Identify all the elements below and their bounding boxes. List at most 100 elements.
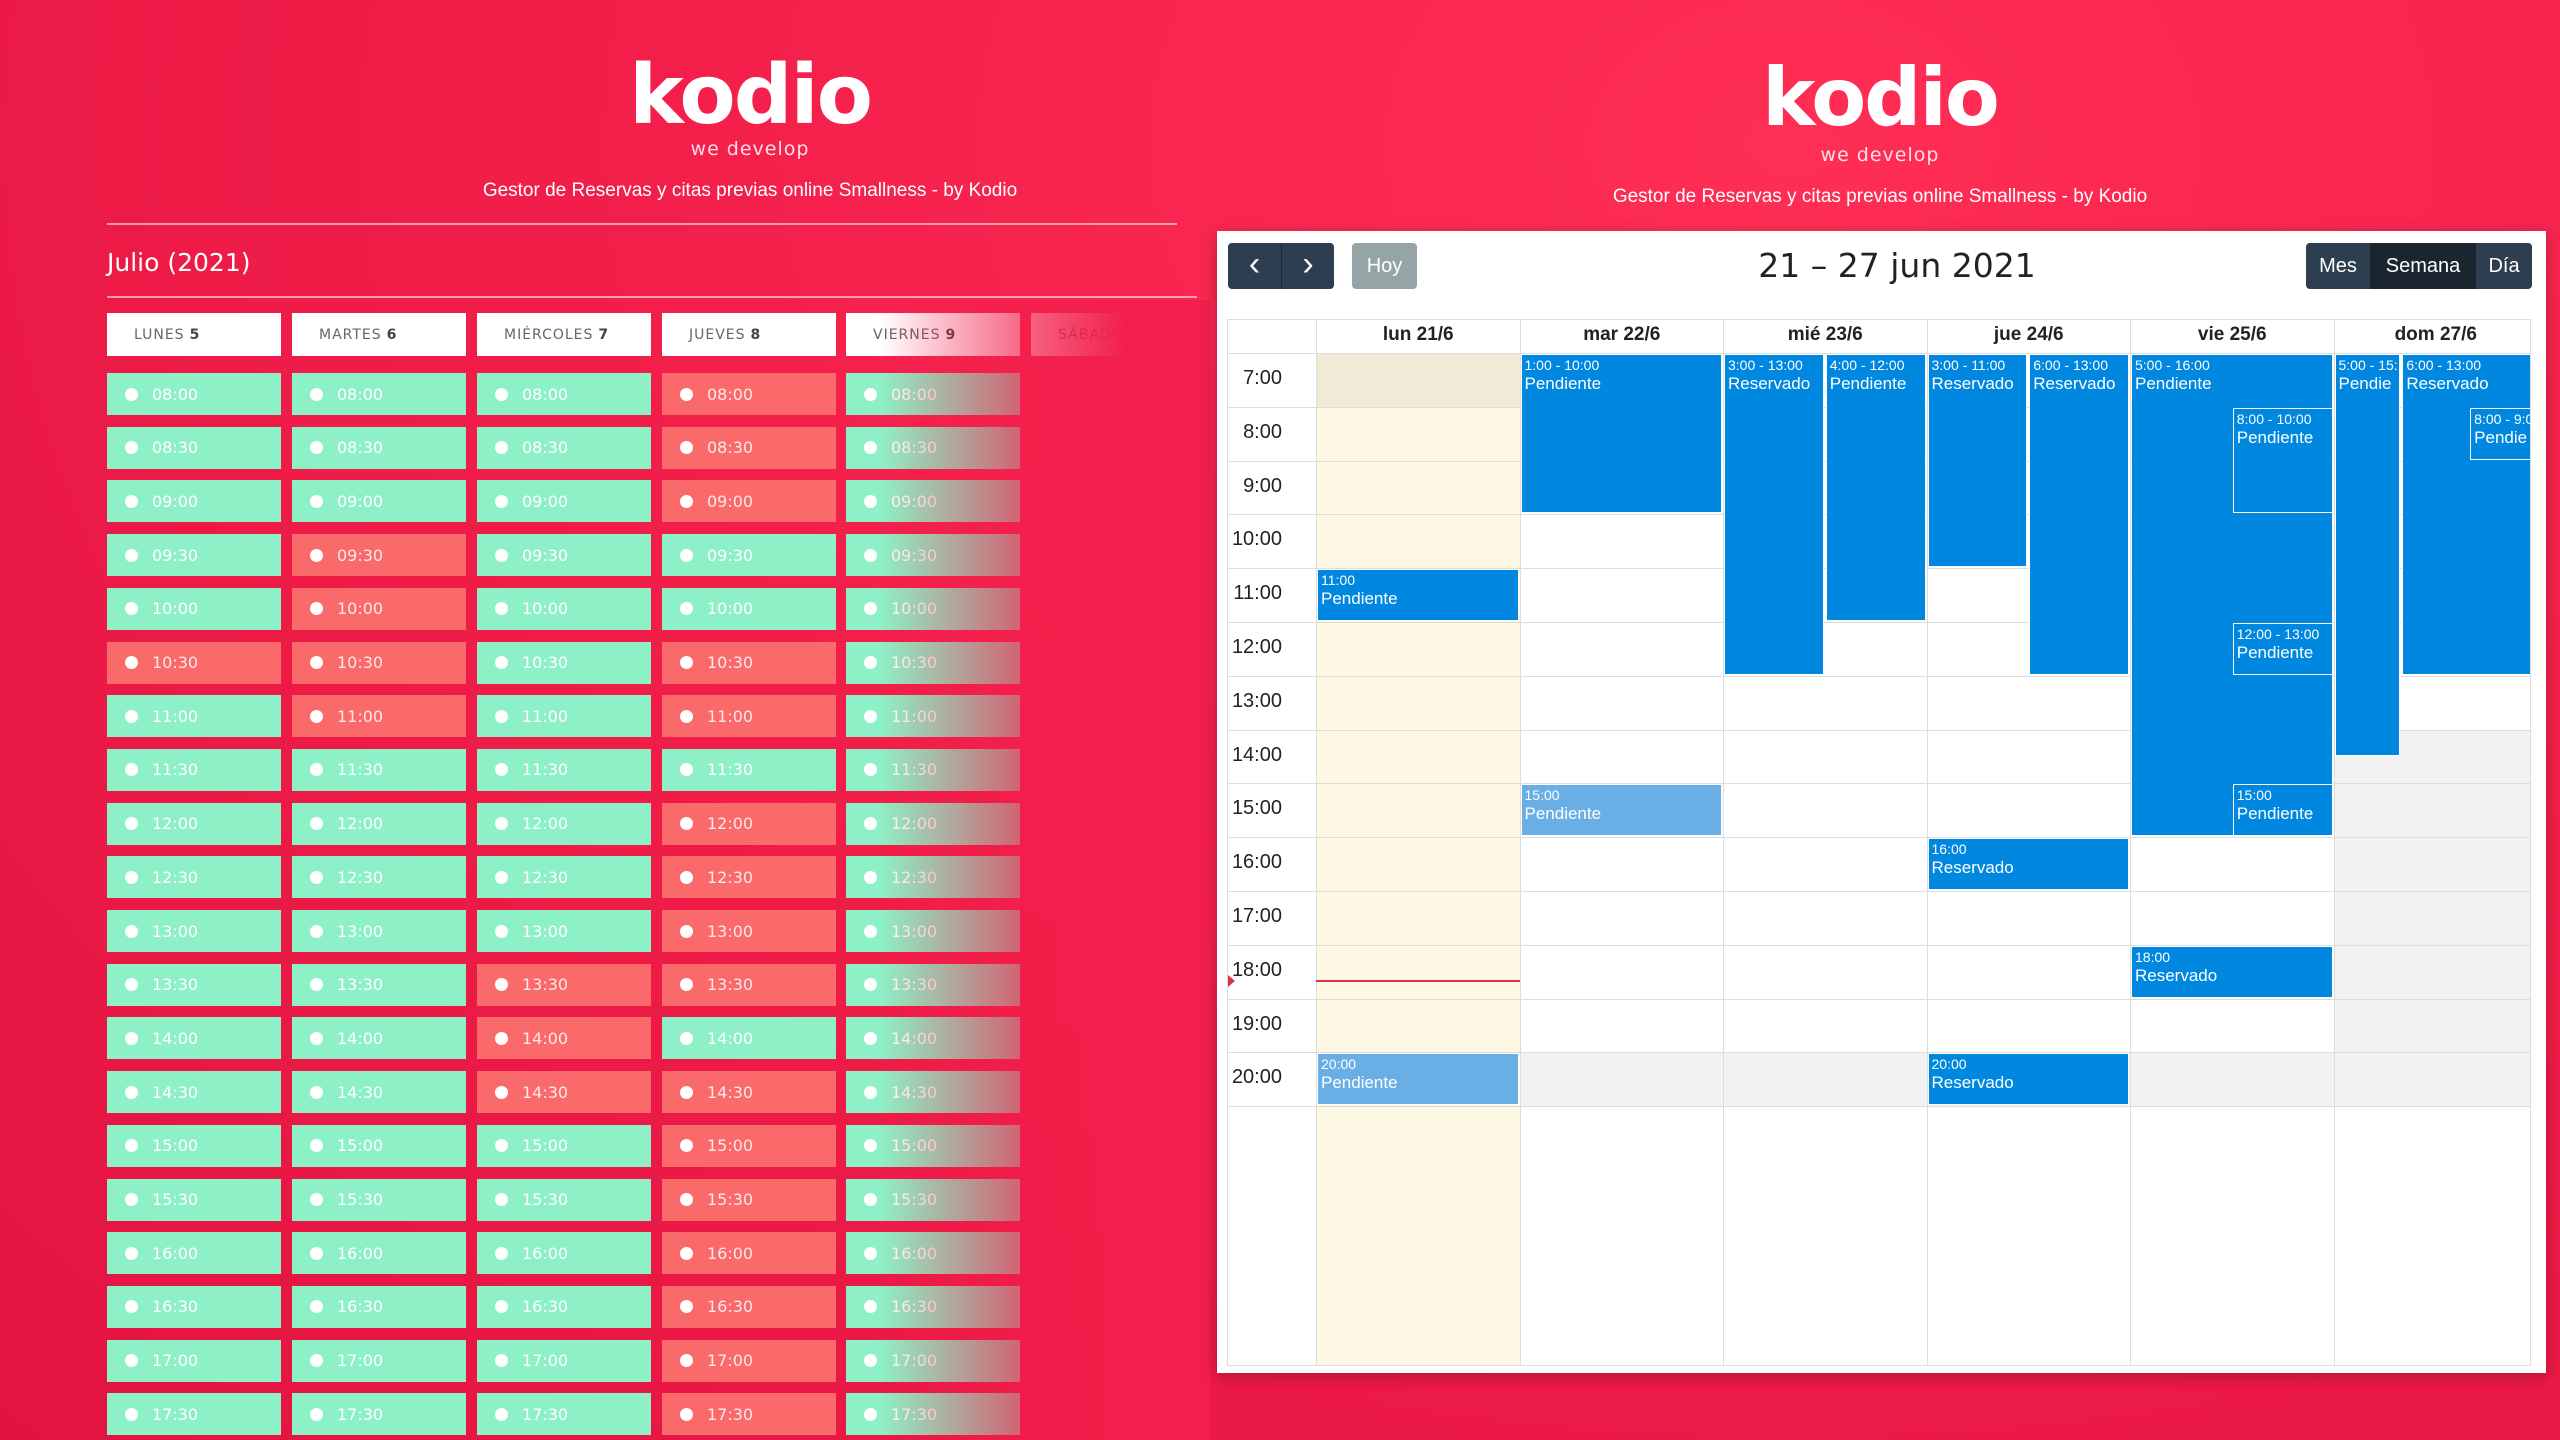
time-slot[interactable]: 13:30 xyxy=(846,963,1020,1006)
time-slot[interactable]: 09:30 xyxy=(846,534,1020,577)
prev-week-button[interactable]: ‹ xyxy=(1228,243,1281,289)
calendar-event[interactable]: 5:00 - 15: Pendie xyxy=(2334,354,2401,756)
next-week-button[interactable]: › xyxy=(1281,243,1334,289)
time-slot[interactable]: 13:30 xyxy=(662,963,836,1006)
calendar-event[interactable]: 20:00 Reservado xyxy=(1927,1053,2129,1106)
time-slot[interactable]: 08:30 xyxy=(662,426,836,469)
time-slot[interactable]: 15:00 xyxy=(477,1124,651,1167)
time-slot[interactable]: 12:00 xyxy=(292,802,466,845)
time-slot[interactable]: 17:30 xyxy=(292,1393,466,1436)
time-slot[interactable]: 09:30 xyxy=(292,534,466,577)
time-slot[interactable]: 10:30 xyxy=(846,641,1020,684)
time-slot[interactable]: 10:30 xyxy=(662,641,836,684)
time-slot[interactable]: 13:00 xyxy=(662,910,836,952)
time-slot[interactable]: 09:00 xyxy=(846,480,1020,523)
time-slot[interactable]: 10:00 xyxy=(107,587,281,630)
time-slot[interactable]: 17:30 xyxy=(107,1393,281,1436)
time-slot[interactable]: 11:00 xyxy=(107,695,281,738)
time-slot[interactable]: 16:30 xyxy=(662,1285,836,1328)
time-slot[interactable]: 10:30 xyxy=(292,641,466,684)
time-slot[interactable]: 16:30 xyxy=(107,1285,281,1328)
calendar-event[interactable]: 15:00 Pendiente xyxy=(2232,784,2333,837)
time-slot[interactable]: 09:00 xyxy=(662,480,836,523)
time-slot[interactable]: 17:30 xyxy=(846,1393,1020,1436)
time-slot[interactable]: 14:00 xyxy=(292,1017,466,1060)
time-slot[interactable]: 17:00 xyxy=(846,1339,1020,1382)
time-slot[interactable]: 16:00 xyxy=(846,1232,1020,1275)
time-slot[interactable]: 11:00 xyxy=(846,695,1020,738)
time-slot[interactable]: 08:00 xyxy=(292,373,466,415)
time-slot[interactable]: 16:00 xyxy=(662,1232,836,1275)
calendar-event[interactable]: 11:00 Pendiente xyxy=(1317,569,1519,621)
time-slot[interactable]: 11:30 xyxy=(477,748,651,791)
time-slot[interactable]: 13:00 xyxy=(846,910,1020,952)
calendar-event[interactable]: 3:00 - 11:00 Reservado xyxy=(1927,354,2028,568)
time-slot[interactable]: 16:30 xyxy=(477,1285,651,1328)
time-slot[interactable]: 16:00 xyxy=(107,1232,281,1275)
time-slot[interactable]: 10:00 xyxy=(846,587,1020,630)
time-slot[interactable]: 17:00 xyxy=(107,1339,281,1382)
calendar-event[interactable]: 8:00 - 9:0 Pendie xyxy=(2470,407,2530,460)
time-slot[interactable]: 13:30 xyxy=(292,963,466,1006)
time-slot[interactable]: 08:00 xyxy=(846,373,1020,415)
time-slot[interactable]: 08:30 xyxy=(292,426,466,469)
time-slot[interactable]: 16:00 xyxy=(477,1232,651,1275)
calendar-event[interactable]: 3:00 - 13:00 Reservado xyxy=(1724,354,1824,675)
time-slot[interactable]: 12:30 xyxy=(292,856,466,899)
time-slot[interactable]: 08:30 xyxy=(107,426,281,469)
time-slot[interactable]: 10:00 xyxy=(662,587,836,630)
calendar-event[interactable]: 18:00 Reservado xyxy=(2131,945,2333,998)
time-slot[interactable]: 16:00 xyxy=(292,1232,466,1275)
calendar-event[interactable]: 1:00 - 10:00 Pendiente xyxy=(1520,354,1722,514)
time-slot[interactable]: 11:30 xyxy=(107,748,281,791)
view-day-button[interactable]: Día xyxy=(2476,243,2532,289)
time-slot[interactable]: 16:30 xyxy=(292,1285,466,1328)
calendar-event[interactable]: 6:00 - 13:00 Reservado xyxy=(2029,354,2129,675)
time-slot[interactable]: 12:00 xyxy=(662,802,836,845)
time-slot[interactable]: 10:30 xyxy=(477,641,651,684)
time-slot[interactable]: 15:30 xyxy=(662,1178,836,1221)
time-slot[interactable]: 12:00 xyxy=(846,802,1020,845)
time-slot[interactable]: 10:00 xyxy=(292,587,466,630)
time-slot[interactable]: 14:00 xyxy=(662,1017,836,1060)
time-slot[interactable]: 15:30 xyxy=(292,1178,466,1221)
time-slot[interactable]: 15:30 xyxy=(477,1178,651,1221)
time-slot[interactable]: 13:30 xyxy=(477,963,651,1006)
time-slot[interactable]: 15:30 xyxy=(846,1178,1020,1221)
time-slot[interactable]: 12:30 xyxy=(662,856,836,899)
time-slot[interactable]: 12:30 xyxy=(477,856,651,899)
time-slot[interactable]: 11:00 xyxy=(292,695,466,738)
calendar-event[interactable]: 12:00 - 13:00 Pendiente xyxy=(2232,623,2333,675)
time-slot[interactable]: 08:00 xyxy=(662,373,836,415)
time-slot[interactable]: 11:30 xyxy=(662,748,836,791)
today-button[interactable]: Hoy xyxy=(1352,243,1417,289)
time-slot[interactable]: 08:30 xyxy=(477,426,651,469)
time-slot[interactable]: 11:30 xyxy=(292,748,466,791)
time-slot[interactable]: 11:00 xyxy=(477,695,651,738)
calendar-event[interactable]: 16:00 Reservado xyxy=(1927,838,2129,890)
time-slot[interactable]: 10:00 xyxy=(477,587,651,630)
time-slot[interactable]: 09:30 xyxy=(477,534,651,577)
time-slot[interactable]: 09:00 xyxy=(292,480,466,523)
time-slot[interactable]: 10:30 xyxy=(107,641,281,684)
time-slot[interactable]: 17:00 xyxy=(477,1339,651,1382)
time-slot[interactable]: 08:30 xyxy=(846,426,1020,469)
time-slot[interactable]: 12:30 xyxy=(107,856,281,899)
time-slot[interactable]: 14:30 xyxy=(477,1071,651,1114)
time-slot[interactable]: 13:00 xyxy=(292,910,466,952)
time-slot[interactable]: 14:30 xyxy=(292,1071,466,1114)
time-slot[interactable]: 13:00 xyxy=(477,910,651,952)
time-slot[interactable]: 17:30 xyxy=(477,1393,651,1436)
time-slot[interactable]: 13:30 xyxy=(107,963,281,1006)
view-week-button[interactable]: Semana xyxy=(2370,243,2476,289)
time-slot[interactable]: 12:00 xyxy=(477,802,651,845)
calendar-event[interactable]: 20:00 Pendiente xyxy=(1317,1053,1519,1106)
time-slot[interactable]: 09:00 xyxy=(477,480,651,523)
time-slot[interactable]: 14:00 xyxy=(107,1017,281,1060)
view-month-button[interactable]: Mes xyxy=(2306,243,2370,289)
calendar-event[interactable]: 4:00 - 12:00 Pendiente xyxy=(1825,354,1926,621)
time-slot[interactable]: 09:00 xyxy=(107,480,281,523)
time-slot[interactable]: 11:00 xyxy=(662,695,836,738)
calendar-event[interactable]: 8:00 - 10:00 Pendiente xyxy=(2232,407,2333,514)
time-slot[interactable]: 09:30 xyxy=(107,534,281,577)
